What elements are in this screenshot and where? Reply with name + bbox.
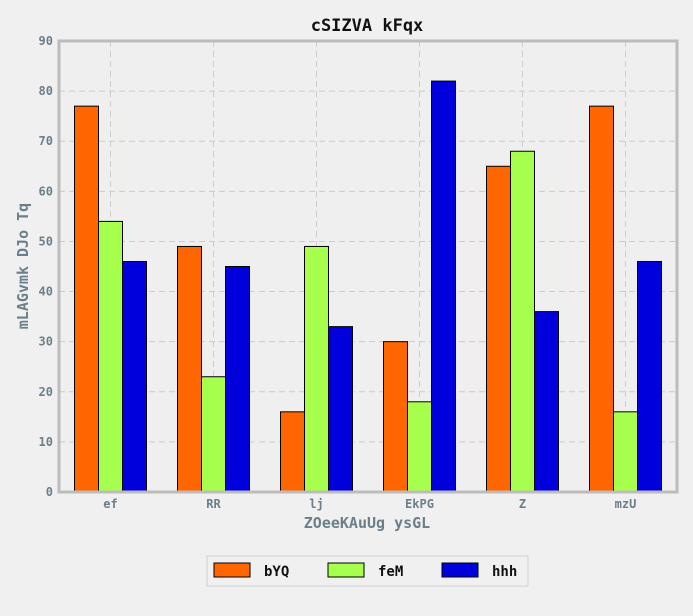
x-tick-label: Z — [519, 497, 526, 511]
bar-bYQ — [384, 342, 408, 492]
bar-hhh — [638, 261, 662, 492]
bar-hhh — [432, 81, 456, 492]
legend-box — [207, 556, 528, 586]
bar-feM — [305, 246, 329, 492]
legend-label-feM: feM — [378, 564, 403, 580]
y-tick-label: 80 — [39, 84, 53, 98]
legend-swatch-hhh — [442, 563, 478, 577]
y-tick-label: 30 — [39, 335, 53, 349]
bar-feM — [511, 151, 535, 492]
x-tick-label: EkPG — [405, 497, 434, 511]
bar-bYQ — [487, 166, 511, 492]
bar-hhh — [535, 312, 559, 492]
legend-swatch-feM — [328, 563, 364, 577]
x-tick-label: RR — [206, 497, 221, 511]
y-tick-label: 90 — [39, 34, 53, 48]
legend-label-hhh: hhh — [492, 564, 517, 580]
x-tick-label: lj — [309, 497, 323, 511]
y-tick-label: 0 — [46, 485, 53, 499]
y-tick-label: 10 — [39, 435, 53, 449]
y-axis-label: mLAGvmk DJo Tq — [14, 203, 32, 329]
bar-bYQ — [590, 106, 614, 492]
bar-hhh — [123, 261, 147, 492]
bar-feM — [99, 221, 123, 492]
y-tick-label: 50 — [39, 234, 53, 248]
bar-feM — [614, 412, 638, 492]
legend-swatch-bYQ — [214, 563, 250, 577]
y-tick-label: 60 — [39, 184, 53, 198]
y-tick-label: 70 — [39, 134, 53, 148]
bar-feM — [202, 377, 226, 492]
bar-hhh — [226, 267, 250, 493]
bar-bYQ — [281, 412, 305, 492]
bar-bYQ — [178, 246, 202, 492]
y-axis-ticks: 0 10 20 30 40 50 60 70 80 90 — [39, 34, 53, 499]
plot-area — [59, 41, 677, 492]
x-tick-label: ef — [103, 497, 117, 511]
legend-label-bYQ: bYQ — [264, 564, 289, 580]
bar-bYQ — [75, 106, 99, 492]
chart-title: cSIZVA kFqx — [311, 16, 424, 36]
bar-feM — [408, 402, 432, 492]
bar-hhh — [329, 327, 353, 492]
y-tick-label: 40 — [39, 285, 53, 299]
x-tick-label: mzU — [615, 497, 637, 511]
legend: bYQ feM hhh — [207, 556, 528, 586]
x-axis-label: ZOeeKAuUg ysGL — [304, 514, 430, 532]
y-tick-label: 20 — [39, 385, 53, 399]
